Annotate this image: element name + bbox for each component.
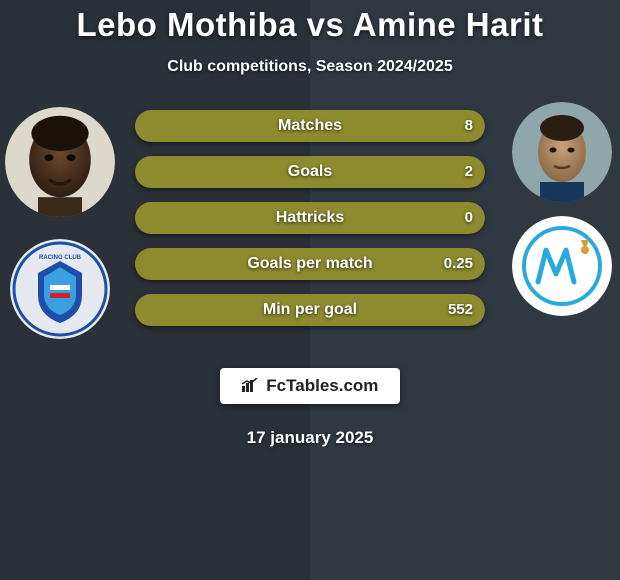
club-left-badge: RACING CLUB: [10, 239, 110, 339]
chart-icon: [242, 376, 263, 395]
stat-bar: Matches8: [135, 110, 485, 142]
stat-bars: Matches8Goals2Hattricks0Goals per match0…: [135, 110, 485, 340]
bar-label: Matches: [135, 110, 485, 142]
bar-value-right: 2: [465, 156, 473, 188]
stat-bar: Hattricks0: [135, 202, 485, 234]
bar-label: Min per goal: [135, 294, 485, 326]
bar-value-right: 8: [465, 110, 473, 142]
club-right-badge: [512, 216, 612, 316]
bar-value-right: 0.25: [444, 248, 473, 280]
bar-label: Goals per match: [135, 248, 485, 280]
player-right-avatar: [512, 102, 612, 202]
svg-text:RACING CLUB: RACING CLUB: [39, 255, 82, 261]
stat-bar: Goals2: [135, 156, 485, 188]
bar-label: Hattricks: [135, 202, 485, 234]
player-left-avatar: [5, 107, 115, 217]
bar-value-right: 0: [465, 202, 473, 234]
date-text: 17 january 2025: [0, 428, 620, 448]
comparison-card: Lebo Mothiba vs Amine Harit Club competi…: [0, 0, 620, 448]
stat-bar: Goals per match0.25: [135, 248, 485, 280]
brand-text: FcTables.com: [266, 376, 378, 395]
bar-label: Goals: [135, 156, 485, 188]
stat-bar: Min per goal552: [135, 294, 485, 326]
brand-box: FcTables.com: [220, 368, 401, 404]
bar-value-right: 552: [448, 294, 473, 326]
page-title: Lebo Mothiba vs Amine Harit: [0, 6, 620, 44]
mid-section: RACING CLUB Matches8 Goals2 Hattricks0 Goal…: [0, 104, 620, 364]
subtitle: Club competitions, Season 2024/2025: [0, 58, 620, 76]
